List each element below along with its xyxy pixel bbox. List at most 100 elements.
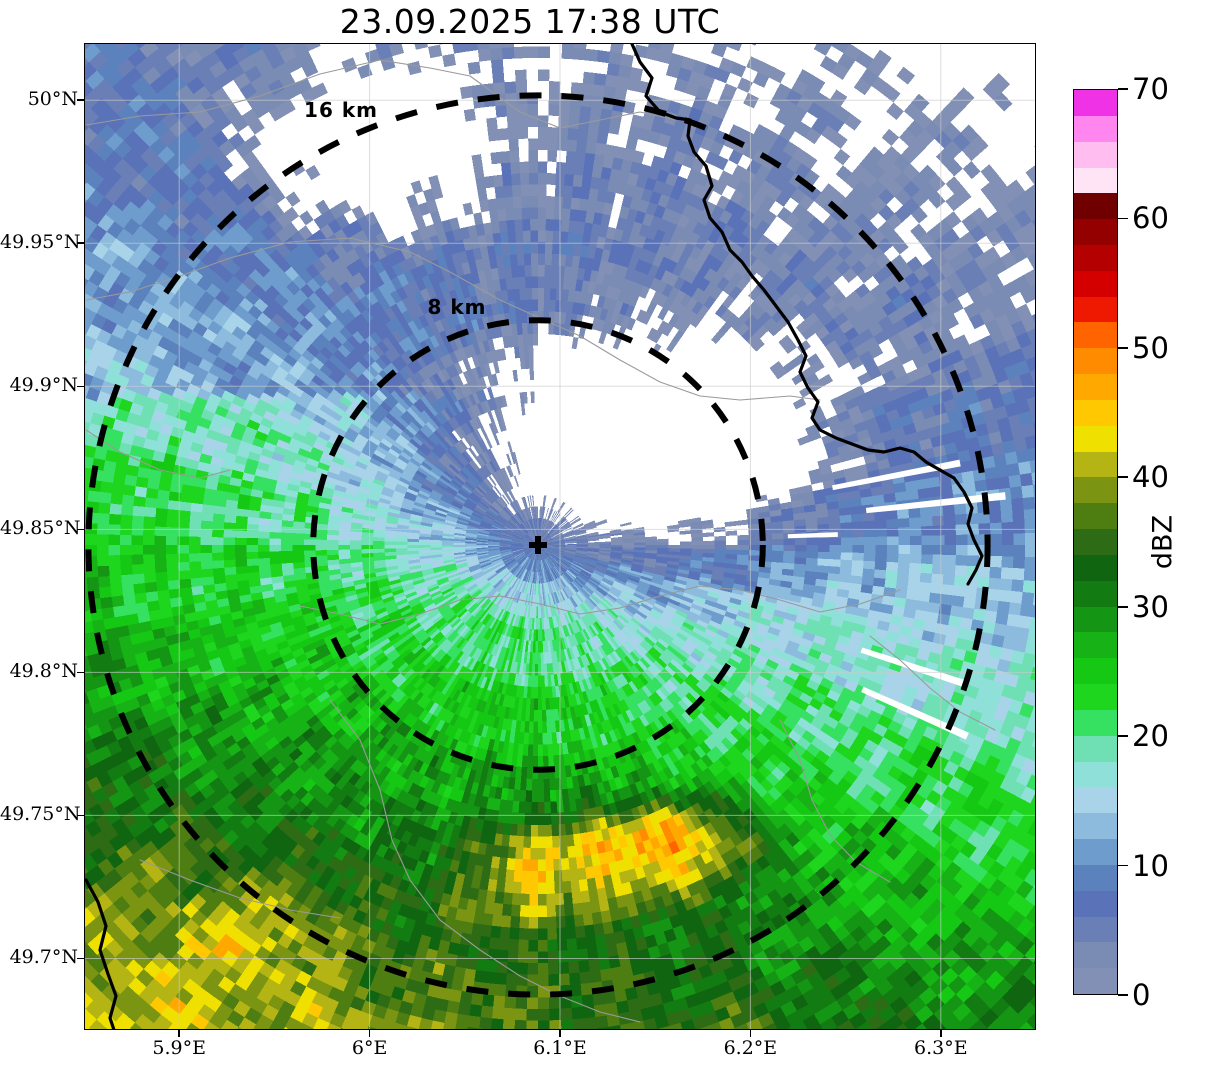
river-line xyxy=(779,719,891,883)
colorbar-cell-21 xyxy=(1074,425,1117,452)
colorbar-tick-label-70: 70 xyxy=(1132,72,1169,106)
y-tick-49.7: 49.7°N xyxy=(9,946,78,969)
colorbar xyxy=(1073,89,1118,995)
colorbar-cell-15 xyxy=(1074,580,1117,607)
colorbar-axis-label: dBZ xyxy=(1147,514,1179,570)
colorbar-cell-29 xyxy=(1074,219,1117,245)
x-tick-6.3: 6.3°E xyxy=(914,1037,968,1059)
colorbar-tick-label-40: 40 xyxy=(1132,460,1169,495)
y-tickmark xyxy=(77,385,84,388)
x-tickmark xyxy=(368,1030,371,1037)
y-tickmark xyxy=(77,957,84,960)
colorbar-cell-30 xyxy=(1074,193,1117,220)
radar-site-marker xyxy=(529,536,547,554)
river-line xyxy=(869,635,996,731)
colorbar-cell-27 xyxy=(1074,270,1117,297)
colorbar-tickmark-10 xyxy=(1118,864,1128,867)
colorbar-tick-label-60: 60 xyxy=(1132,201,1169,236)
colorbar-cell-5 xyxy=(1074,839,1117,865)
colorbar-cell-9 xyxy=(1074,735,1117,762)
colorbar-cell-22 xyxy=(1074,399,1117,426)
radar-plot-area[interactable] xyxy=(84,43,1036,1030)
y-tick-49.85: 49.85°N xyxy=(0,517,81,540)
x-tick-6: 6°E xyxy=(351,1037,388,1059)
colorbar-cell-12 xyxy=(1074,658,1117,685)
colorbar-cell-19 xyxy=(1074,477,1117,504)
colorbar-tickmark-0 xyxy=(1118,994,1128,996)
colorbar-cell-14 xyxy=(1074,606,1117,633)
river-line xyxy=(519,975,641,1023)
radar-reflectivity-image xyxy=(84,43,1036,1030)
range-ring-16km xyxy=(85,92,991,998)
colorbar-cell-32 xyxy=(1074,141,1117,168)
colorbar-cell-13 xyxy=(1074,632,1117,659)
x-tickmark xyxy=(749,1030,752,1037)
x-tickmark xyxy=(178,1030,180,1037)
colorbar-cell-17 xyxy=(1074,529,1117,555)
river-line xyxy=(469,75,677,129)
colorbar-tick-label-0: 0 xyxy=(1132,978,1151,1012)
colorbar-cell-20 xyxy=(1074,451,1117,478)
colorbar-tickmark-60 xyxy=(1118,217,1128,220)
river-line xyxy=(329,699,521,977)
colorbar-cell-23 xyxy=(1074,374,1117,400)
x-tick-6.1: 6.1°E xyxy=(533,1037,587,1059)
colorbar-cell-31 xyxy=(1074,167,1117,194)
colorbar-cell-10 xyxy=(1074,709,1117,736)
colorbar-tick-label-50: 50 xyxy=(1132,330,1169,365)
colorbar-tick-label-20: 20 xyxy=(1132,719,1169,754)
river-line xyxy=(139,859,341,919)
colorbar-cell-16 xyxy=(1074,554,1117,581)
colorbar-cell-26 xyxy=(1074,296,1117,323)
range-ring-label-16km: 16 km xyxy=(304,98,378,122)
colorbar-cell-6 xyxy=(1074,813,1117,840)
national-border xyxy=(84,878,118,1030)
y-tick-49.75: 49.75°N xyxy=(0,803,81,826)
colorbar-cell-25 xyxy=(1074,322,1117,349)
y-tickmark xyxy=(77,671,84,674)
range-ring-label-8km: 8 km xyxy=(427,295,487,319)
y-tick-49.95: 49.95°N xyxy=(0,231,81,254)
colorbar-tick-label-10: 10 xyxy=(1132,848,1169,883)
national-border xyxy=(630,43,984,586)
range-ring-8km xyxy=(310,317,766,773)
colorbar-tickmark-30 xyxy=(1118,605,1128,608)
x-tickmark xyxy=(559,1030,561,1037)
colorbar-cell-8 xyxy=(1074,761,1117,788)
colorbar-cell-24 xyxy=(1074,348,1117,375)
y-tick-50: 50°N xyxy=(27,88,78,111)
colorbar-cell-34 xyxy=(1074,90,1117,116)
x-tick-6.2: 6.2°E xyxy=(723,1037,778,1059)
river-line xyxy=(299,585,701,625)
colorbar-cell-28 xyxy=(1074,244,1117,271)
colorbar-tickmark-70 xyxy=(1118,88,1128,90)
river-line xyxy=(85,429,231,479)
y-tick-49.8: 49.8°N xyxy=(9,660,78,683)
colorbar-tickmark-20 xyxy=(1118,735,1128,737)
y-tick-49.9: 49.9°N xyxy=(9,374,78,397)
y-tickmark xyxy=(77,242,84,245)
colorbar-cell-18 xyxy=(1074,503,1117,530)
colorbar-cell-11 xyxy=(1074,684,1117,710)
colorbar-cell-1 xyxy=(1074,942,1117,969)
colorbar-tick-label-30: 30 xyxy=(1132,589,1169,624)
colorbar-tickmark-40 xyxy=(1118,476,1128,479)
colorbar-tickmark-50 xyxy=(1118,347,1128,349)
river-line xyxy=(699,585,901,613)
colorbar-cell-0 xyxy=(1074,968,1117,994)
colorbar-cell-7 xyxy=(1074,787,1117,814)
colorbar-cell-33 xyxy=(1074,115,1117,142)
y-tickmark xyxy=(77,814,84,817)
x-tick-5.9: 5.9°E xyxy=(152,1037,206,1059)
page-title: 23.09.2025 17:38 UTC xyxy=(339,2,721,41)
colorbar-cell-3 xyxy=(1074,890,1117,917)
colorbar-cell-2 xyxy=(1074,916,1117,943)
x-tickmark xyxy=(940,1030,942,1037)
colorbar-gradient xyxy=(1074,90,1117,994)
y-tickmark xyxy=(77,99,84,101)
y-tickmark xyxy=(77,528,84,531)
colorbar-cell-4 xyxy=(1074,864,1117,891)
river-line xyxy=(85,237,541,319)
river-line xyxy=(539,317,821,401)
river-line xyxy=(85,59,471,126)
